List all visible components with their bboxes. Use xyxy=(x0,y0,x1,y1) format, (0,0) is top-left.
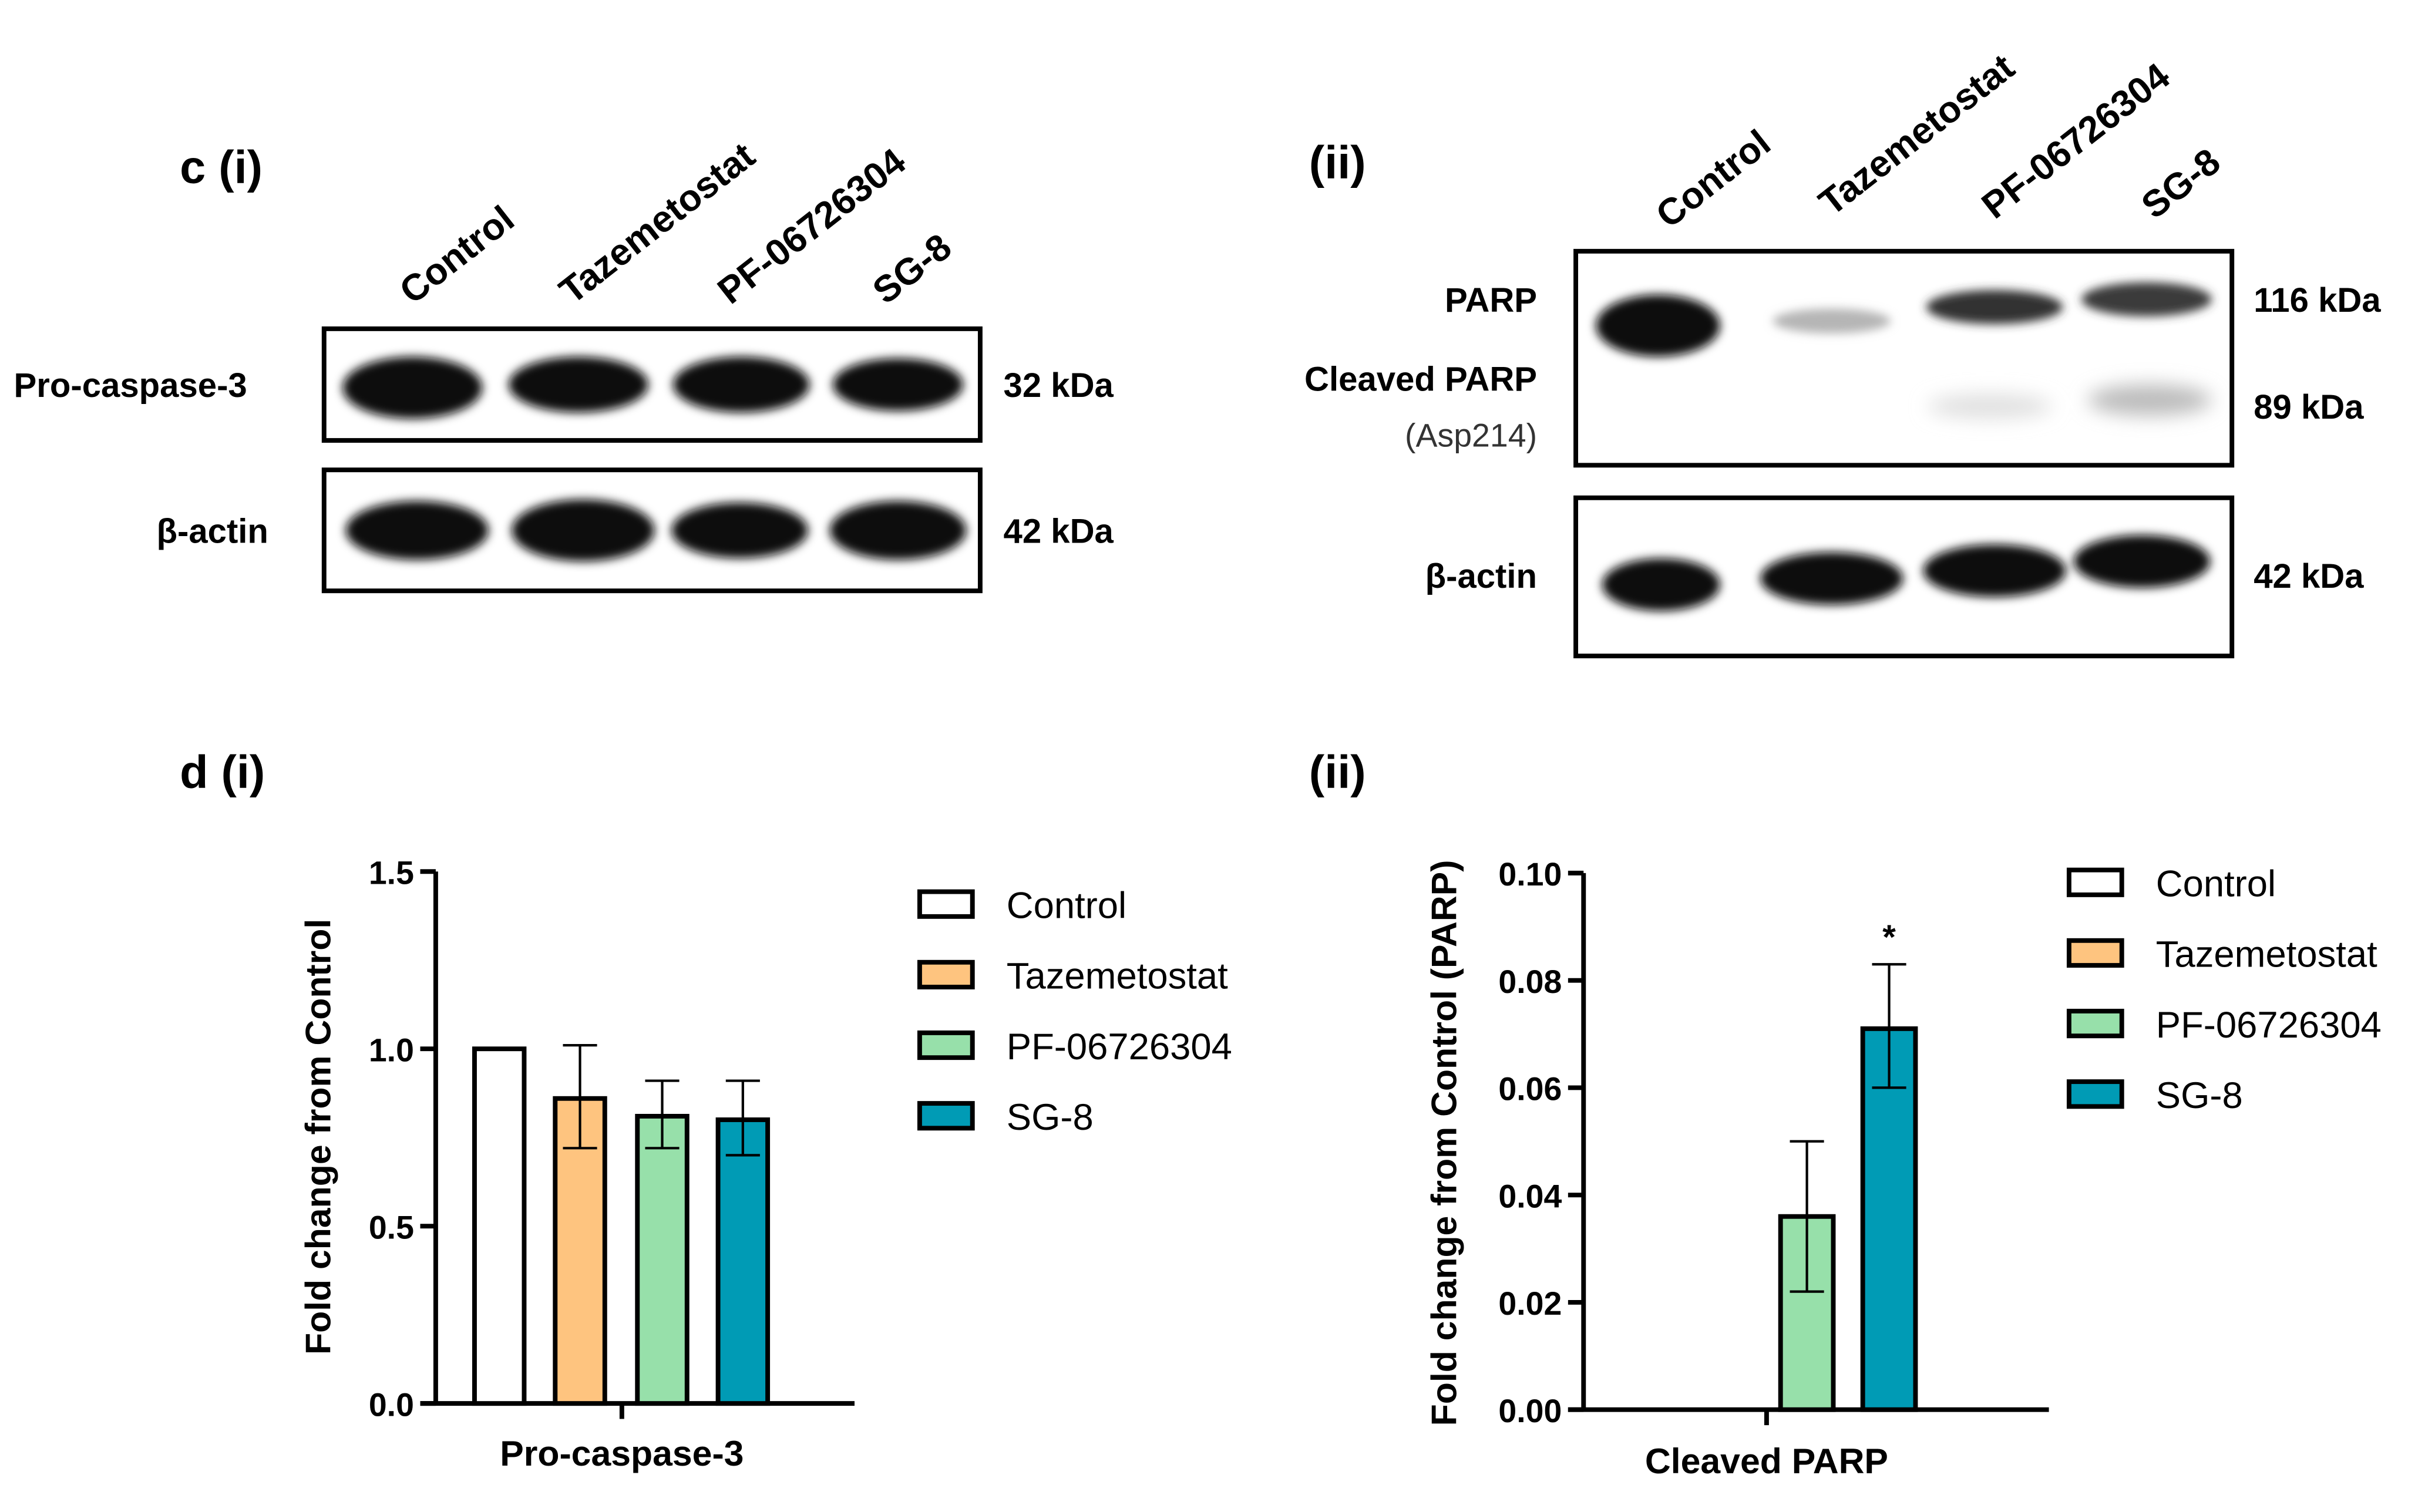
blot-i-beta-actin xyxy=(321,467,983,594)
legend-label: SG-8 xyxy=(2156,1075,2243,1116)
blot-ii-lane-labels: Control Tazemetostat PF-06726304 SG-8 xyxy=(1649,46,2228,236)
blot-ii-parp xyxy=(1573,248,2235,468)
y-tick-label: 0.04 xyxy=(1498,1178,1562,1214)
blot-kda-label: 42 kDa xyxy=(1004,512,1114,550)
panel-label-c-ii: (ii) xyxy=(1309,136,1366,188)
legend-swatch-pf-06726304 xyxy=(2066,1008,2124,1039)
legend-swatch-sg-8 xyxy=(917,1101,975,1131)
y-tick-label: 0.08 xyxy=(1498,964,1562,1000)
parp-label: PARP xyxy=(1445,281,1537,319)
y-tick-label: 0.0 xyxy=(369,1386,414,1423)
y-axis-title: Fold change from Control xyxy=(298,919,338,1355)
legend-label: PF-06726304 xyxy=(1007,1026,1232,1068)
panel-label-d-i: d (i) xyxy=(180,746,265,798)
blot-row-label: Pro-caspase-3 xyxy=(14,366,247,405)
blot-row-label: β-actin xyxy=(157,512,268,550)
legend-label: PF-06726304 xyxy=(2156,1005,2382,1046)
blot-i-lane-labels: Control Tazemetostat PF-06726304 SG-8 xyxy=(392,135,959,312)
y-tick-label: 0.06 xyxy=(1498,1071,1562,1107)
blot-kda-label: 116 kDa xyxy=(2254,281,2381,319)
blot-row-label: β-actin xyxy=(1425,557,1537,595)
y-tick-label: 0.10 xyxy=(1498,856,1562,893)
cleaved-parp-label: Cleaved PARP xyxy=(1304,361,1537,399)
panel-label-c-i: c (i) xyxy=(180,141,263,193)
chart-procaspase3: Fold change from Control Pro-caspase-3 0… xyxy=(298,854,1232,1473)
legend-label: Tazemetostat xyxy=(2156,934,2377,975)
x-axis-label: Pro-caspase-3 xyxy=(500,1433,744,1473)
bar-control xyxy=(472,1046,527,1406)
blot-kda-label: 42 kDa xyxy=(2254,557,2364,595)
y-tick-label: 0.5 xyxy=(369,1209,414,1245)
blot-kda-label: 32 kDa xyxy=(1004,366,1114,405)
lane-label: Control xyxy=(1649,122,1778,236)
lane-label: Control xyxy=(392,198,522,312)
lane-label: SG-8 xyxy=(865,226,959,312)
y-tick-label: 0.02 xyxy=(1498,1285,1562,1322)
y-tick-label: 1.5 xyxy=(369,854,414,891)
legend-label: SG-8 xyxy=(1007,1097,1094,1138)
legend-swatch-control xyxy=(2066,867,2124,897)
lane-label: SG-8 xyxy=(2134,141,2228,227)
x-axis-label: Cleaved PARP xyxy=(1645,1441,1888,1481)
blot-i-procaspase3 xyxy=(321,326,983,443)
cleaved-parp-sublabel: (Asp214) xyxy=(1405,417,1537,454)
legend-swatch-tazemetostat xyxy=(2066,938,2124,968)
y-axis-title: Fold change from Control (PARP) xyxy=(1424,860,1464,1426)
significance-marker: * xyxy=(1882,918,1896,957)
legend-swatch-control xyxy=(917,889,975,919)
blot-ii-beta-actin xyxy=(1573,495,2235,659)
legend-label: Control xyxy=(1007,885,1126,926)
bar-sg-8 xyxy=(1860,1026,1918,1412)
bar-sg-8 xyxy=(715,1117,771,1406)
legend-label: Control xyxy=(2156,864,2276,905)
legend-swatch-tazemetostat xyxy=(917,959,975,989)
y-tick-label: 1.0 xyxy=(369,1032,414,1068)
legend-swatch-sg-8 xyxy=(2066,1079,2124,1109)
legend-swatch-pf-06726304 xyxy=(917,1030,975,1060)
panel-label-d-ii: (ii) xyxy=(1309,746,1366,798)
y-tick-label: 0.00 xyxy=(1498,1393,1562,1429)
legend-label: Tazemetostat xyxy=(1007,956,1228,997)
chart-cleaved-parp: Fold change from Control (PARP) Cleaved … xyxy=(1424,856,2382,1481)
blot-kda-label: 89 kDa xyxy=(2254,388,2364,426)
bar-pf-06726304 xyxy=(635,1113,690,1406)
